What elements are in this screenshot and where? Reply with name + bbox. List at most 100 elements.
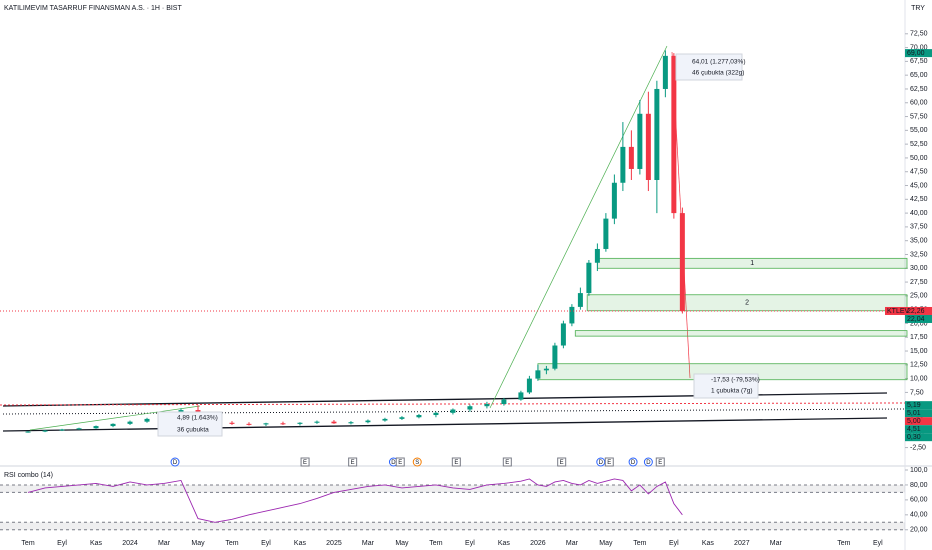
zone-label: 2 <box>745 300 749 307</box>
event-label: D <box>391 460 396 466</box>
y-tick-label: 55,00 <box>910 127 928 134</box>
currency[interactable]: TRY <box>911 5 925 12</box>
candle-body <box>620 146 626 183</box>
y-tick-label: 47,50 <box>910 169 928 176</box>
measure-box <box>675 53 743 81</box>
annotation: -17,53 (-79,53%) <box>711 377 760 384</box>
x-tick-label: Kas <box>294 540 307 547</box>
candle-body <box>543 368 549 371</box>
x-tick-label: Tem <box>837 540 850 547</box>
price-label: 5,00 <box>907 418 921 425</box>
candle-body <box>467 406 473 410</box>
symbol-label-bg <box>885 306 905 315</box>
x-tick-label: Mar <box>770 540 783 547</box>
y-tick-label: 70,00 <box>910 44 928 51</box>
x-tick-label: Eyl <box>261 540 271 547</box>
x-tick-label: 2027 <box>734 540 750 547</box>
price-label: 5,01 <box>907 410 921 417</box>
x-tick-label: May <box>599 540 613 547</box>
candle-body <box>348 422 354 424</box>
chart-title: KATILIMEVIM TASARRUF FINANSMAN A.S. · 1H… <box>4 5 182 12</box>
price-label: 4,51 <box>907 426 921 433</box>
y-tick-label: 27,50 <box>910 279 928 286</box>
x-tick-label: 2024 <box>122 540 138 547</box>
candle-body <box>399 417 405 419</box>
event-marker <box>412 457 422 467</box>
price-label: 69,00 <box>907 50 925 57</box>
candle-body <box>569 306 575 324</box>
event-label: D <box>631 460 636 466</box>
x-tick-label: Tem <box>429 540 442 547</box>
y-tick-label: 42,50 <box>910 196 928 203</box>
x-tick-label: Eyl <box>57 540 67 547</box>
event-marker <box>300 457 310 467</box>
event-marker <box>502 457 512 467</box>
y-tick-label: 10,00 <box>910 375 928 382</box>
y-tick-label: 80,00 <box>910 482 928 489</box>
event-marker <box>643 457 653 467</box>
y-tick-label: 100,0 <box>910 467 928 474</box>
price-label-bg <box>905 433 932 442</box>
event-label: E <box>560 460 564 466</box>
x-tick-label: Tem <box>633 540 646 547</box>
candle-body <box>144 418 150 422</box>
x-tick-label: Eyl <box>873 540 883 547</box>
y-tick-label: 17,50 <box>910 334 928 341</box>
x-tick-label: May <box>191 540 205 547</box>
y-tick-label: 12,50 <box>910 362 928 369</box>
dotted-line <box>0 402 906 406</box>
measure-box <box>157 411 223 437</box>
price-label: 5,19 <box>907 402 921 409</box>
candle-body <box>560 323 566 346</box>
rsi-title: RSI combo (14) <box>4 472 53 479</box>
x-tick-label: Mar <box>158 540 171 547</box>
candle-body <box>331 421 337 424</box>
candle-body <box>59 429 65 431</box>
candle-body <box>586 262 592 294</box>
x-tick-label: Kas <box>498 540 511 547</box>
candle-body <box>42 430 48 432</box>
candle-body <box>416 415 422 418</box>
price-label-bg <box>905 401 932 410</box>
candle-body <box>433 412 439 416</box>
event-marker <box>395 457 405 467</box>
annotation: 64,01 (1.277,03%) <box>692 59 745 66</box>
x-tick-label: Tem <box>21 540 34 547</box>
event-marker <box>655 457 665 467</box>
y-tick-label: 20,00 <box>910 527 928 534</box>
y-tick-label: 40,00 <box>910 512 928 519</box>
rsi-line <box>27 478 683 523</box>
x-tick-label: 2025 <box>326 540 342 547</box>
annotation: 4,89 (1.643%) <box>177 415 218 422</box>
zone-label: 1 <box>750 260 754 267</box>
y-tick-label: 7,50 <box>910 389 924 396</box>
x-tick-label: 2026 <box>530 540 546 547</box>
candle-body <box>280 423 286 425</box>
y-tick-label: 57,50 <box>910 113 928 120</box>
candle-body <box>127 421 133 424</box>
candle-body <box>535 370 541 379</box>
x-tick-label: Mar <box>362 540 375 547</box>
candle-body <box>679 213 685 311</box>
candle-body <box>25 431 31 433</box>
event-label: D <box>646 460 651 466</box>
event-label: E <box>303 460 307 466</box>
event-label: D <box>599 460 604 466</box>
x-tick-label: Eyl <box>669 540 679 547</box>
y-tick-label: 32,50 <box>910 251 928 258</box>
symbol-label: KTLEV <box>887 308 910 315</box>
y-tick-label: 52,50 <box>910 141 928 148</box>
candle-body <box>450 409 456 413</box>
x-tick-label: Mar <box>566 540 579 547</box>
candle-body <box>603 218 609 249</box>
candle-body <box>654 88 660 180</box>
measure-line <box>29 405 201 431</box>
trend-line <box>2 417 888 432</box>
y-tick-label: 45,00 <box>910 182 928 189</box>
candle-body <box>314 421 320 423</box>
candle-body <box>518 392 524 400</box>
rsi-band <box>0 522 905 530</box>
price-label: 0,30 <box>907 434 921 441</box>
candle-body <box>662 55 668 89</box>
